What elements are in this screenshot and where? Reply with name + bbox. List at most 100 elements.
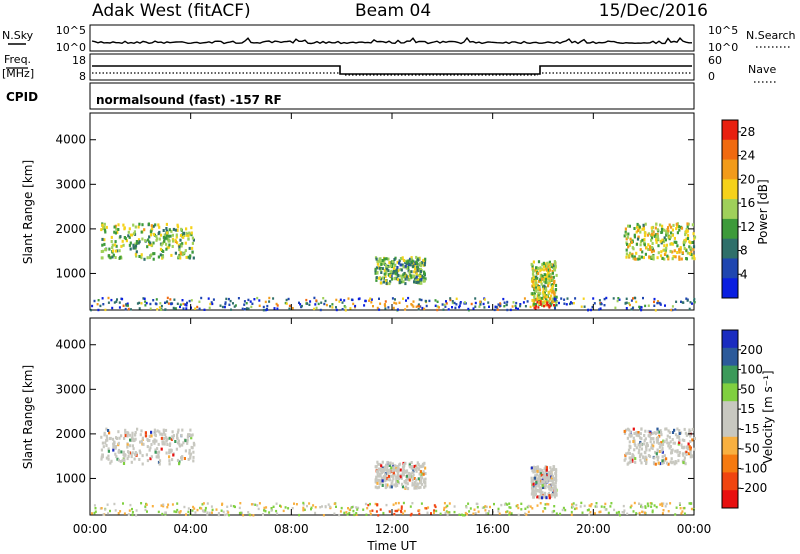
velocity-cell	[668, 435, 671, 439]
velocity-cell	[632, 436, 635, 440]
velocity-ground-cell	[364, 502, 367, 506]
power-ground-cell	[253, 298, 256, 301]
power-ground-cell	[288, 304, 291, 308]
power-cell	[191, 250, 194, 254]
power-cell	[117, 228, 120, 231]
power-cell	[660, 231, 663, 234]
power-cell	[134, 242, 137, 246]
power-ground-cell	[680, 300, 682, 303]
power-ground-cell	[406, 305, 409, 308]
power-cell	[542, 265, 546, 269]
velocity-ground-cell	[393, 513, 396, 516]
power-cell	[138, 222, 141, 226]
power-ground-cell	[241, 307, 244, 310]
power-cell	[167, 234, 170, 238]
power-cell	[627, 232, 630, 236]
velocity-cell	[392, 471, 395, 475]
velocity-ground-cell	[640, 503, 643, 507]
power-ground-cell	[398, 301, 401, 304]
velocity-cell	[126, 434, 129, 438]
velocity-cell	[120, 434, 123, 438]
velocity-ground-cell	[590, 503, 593, 506]
power-ground-cell	[211, 302, 214, 306]
velocity-cell	[385, 478, 388, 482]
velocity-cell	[148, 439, 151, 442]
power-ground-cell	[421, 306, 424, 310]
power-cell	[623, 234, 626, 238]
power-ground-cell	[233, 305, 236, 308]
power-ground-cell	[506, 300, 509, 304]
power-ground-cell	[674, 308, 677, 311]
velocity-cell	[653, 431, 656, 435]
power-cell	[535, 266, 538, 270]
velocity-cell	[661, 450, 664, 454]
velocity-cell	[408, 463, 411, 467]
velocity-ground-cell	[131, 507, 133, 511]
velocity-cell	[628, 456, 631, 460]
velocity-ground-cell	[484, 505, 487, 508]
velocity-cell	[107, 454, 110, 458]
velocity-cell	[660, 441, 663, 445]
velocity-cell	[117, 430, 120, 434]
velocity-cell	[390, 466, 393, 470]
velocity-ground-cell	[623, 511, 625, 514]
power-cell	[676, 251, 679, 254]
power-ground-cell	[107, 296, 110, 300]
power-cell	[644, 222, 647, 226]
velocity-ground-cell	[539, 502, 542, 505]
power-ground-cell	[627, 302, 630, 305]
velocity-cell	[532, 495, 535, 499]
power-ground-cell	[272, 297, 275, 300]
velocity-cell	[104, 441, 107, 445]
power-cell	[678, 255, 681, 259]
power-cell	[540, 296, 543, 300]
power-ground-cell	[509, 308, 512, 312]
power-ground-cell	[113, 301, 116, 304]
velocity-ground-cell	[465, 506, 468, 509]
power-cell	[549, 289, 552, 293]
power-cell	[545, 267, 548, 271]
nave-tick-top: 60	[708, 54, 722, 67]
power-cell	[140, 230, 143, 234]
power-ground-cell	[188, 299, 191, 303]
power-cell	[171, 233, 174, 237]
velocity-cell	[667, 429, 670, 433]
power-cell	[382, 261, 385, 265]
power-cell	[543, 273, 546, 277]
velocity-ground-cell	[638, 511, 641, 515]
power-cell	[627, 245, 630, 249]
velocity-ground-cell	[226, 505, 229, 508]
power-ground-cell	[308, 303, 311, 306]
velocity-cell	[166, 443, 169, 446]
velocity-cell	[101, 455, 104, 459]
velocity-cell	[552, 477, 555, 481]
power-cell	[404, 274, 407, 278]
power-ground-cell	[173, 298, 176, 301]
velocity-ground-cell	[279, 504, 281, 507]
velocity-cell	[553, 477, 556, 481]
power-ground-cell	[284, 301, 287, 305]
power-cell	[549, 262, 552, 266]
velocity-cell	[395, 475, 398, 479]
power-cell	[399, 263, 402, 267]
velocity-ground-cell	[167, 503, 170, 506]
velocity-cell	[626, 427, 630, 431]
power-cell	[534, 283, 537, 287]
power-cell	[407, 261, 410, 265]
power-ground-cell	[630, 308, 633, 311]
velocity-ground-cell	[474, 512, 477, 515]
power-ground-cell	[580, 305, 583, 308]
velocity-ground-cell	[489, 505, 491, 509]
velocity-ground-cell	[448, 511, 451, 514]
velocity-ground-cell	[665, 502, 668, 506]
power-cell	[635, 242, 638, 246]
velocity-ground-cell	[206, 512, 209, 516]
velocity-cell	[544, 484, 547, 488]
power-cell	[625, 237, 628, 241]
power-cell	[531, 278, 534, 282]
velocity-cell	[651, 431, 654, 435]
velocity-cell	[391, 464, 395, 468]
power-cell	[636, 229, 640, 233]
power-cell	[541, 285, 545, 289]
